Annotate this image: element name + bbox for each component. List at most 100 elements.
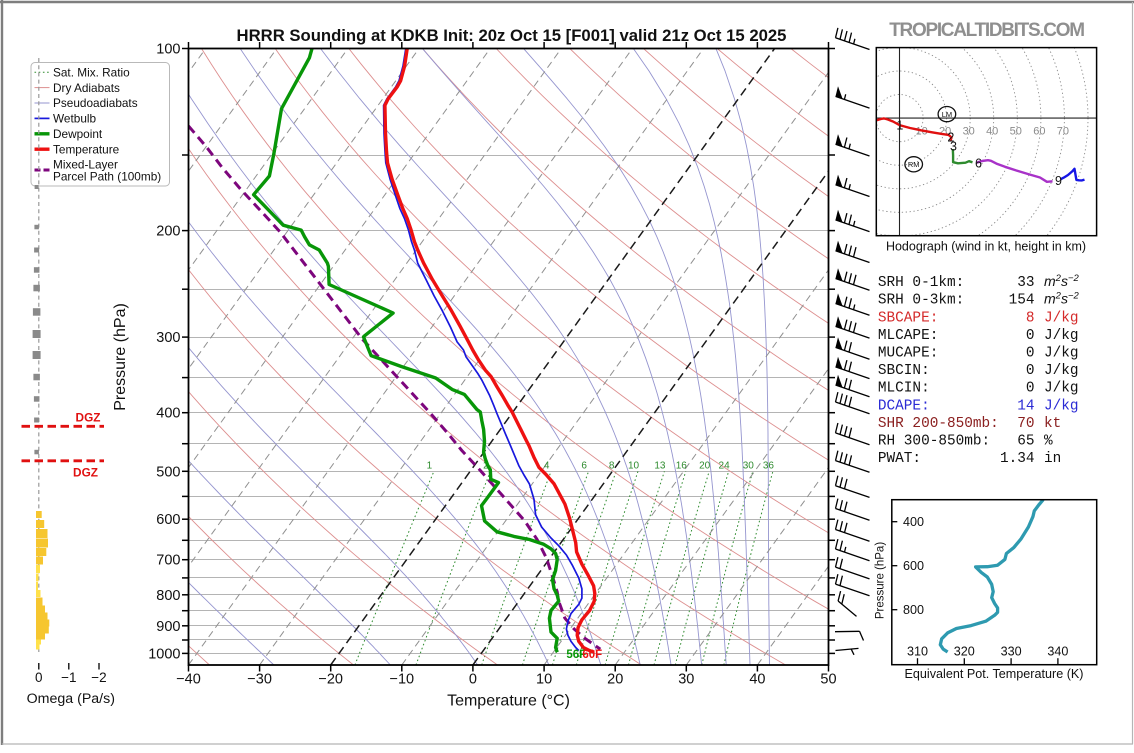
svg-text:Sat. Mix. Ratio: Sat. Mix. Ratio — [53, 65, 130, 79]
svg-text:SRH 0-3km:: SRH 0-3km: — [878, 293, 964, 309]
svg-text:1000: 1000 — [148, 646, 180, 662]
svg-text:600: 600 — [903, 559, 924, 573]
svg-text:Omega (Pa/s): Omega (Pa/s) — [27, 691, 115, 707]
svg-text:Pressure (hPa): Pressure (hPa) — [112, 303, 129, 411]
svg-text:154: 154 — [1009, 293, 1035, 309]
svg-text:310: 310 — [907, 645, 928, 659]
svg-text:Pressure (hPa): Pressure (hPa) — [875, 542, 887, 620]
svg-text:14: 14 — [1017, 398, 1034, 414]
svg-text:200: 200 — [156, 224, 180, 240]
svg-text:8: 8 — [1026, 310, 1035, 326]
svg-text:J/kg: J/kg — [1044, 310, 1079, 326]
svg-text:50: 50 — [1010, 125, 1022, 137]
svg-text:0: 0 — [1026, 381, 1035, 397]
svg-text:10: 10 — [628, 460, 640, 471]
svg-text:J/kg: J/kg — [1044, 381, 1079, 397]
svg-text:Wetbulb: Wetbulb — [53, 112, 97, 126]
svg-text:9: 9 — [1055, 174, 1062, 188]
svg-text:36: 36 — [763, 460, 775, 471]
svg-text:DCAPE:: DCAPE: — [878, 398, 930, 414]
svg-text:−1: −1 — [61, 670, 76, 685]
svg-text:10: 10 — [536, 672, 552, 688]
svg-text:1.34: 1.34 — [1000, 451, 1035, 467]
svg-text:J/kg: J/kg — [1044, 398, 1079, 414]
svg-text:700: 700 — [156, 553, 180, 569]
svg-text:in: in — [1044, 451, 1061, 467]
svg-text:Dewpoint: Dewpoint — [53, 127, 103, 141]
svg-text:60F: 60F — [582, 649, 602, 661]
svg-text:340: 340 — [1047, 645, 1068, 659]
svg-text:−20: −20 — [318, 672, 343, 688]
svg-text:70: 70 — [1017, 416, 1034, 432]
svg-text:J/kg: J/kg — [1044, 328, 1079, 344]
svg-text:50: 50 — [820, 672, 836, 688]
svg-text:500: 500 — [156, 464, 180, 480]
svg-text:DGZ: DGZ — [76, 411, 101, 425]
svg-text:3: 3 — [950, 140, 957, 154]
svg-text:MUCAPE:: MUCAPE: — [878, 346, 938, 362]
svg-text:Dry Adiabats: Dry Adiabats — [53, 81, 120, 95]
svg-text:6: 6 — [581, 460, 587, 471]
svg-text:0: 0 — [1026, 363, 1035, 379]
svg-text:800: 800 — [903, 603, 924, 617]
svg-text:400: 400 — [156, 406, 180, 422]
svg-text:400: 400 — [903, 515, 924, 529]
svg-text:Hodograph (wind in kt, height: Hodograph (wind in kt, height in km) — [886, 240, 1086, 254]
svg-text:30: 30 — [743, 460, 755, 471]
svg-text:330: 330 — [1001, 645, 1022, 659]
svg-text:6: 6 — [975, 157, 982, 171]
svg-text:40: 40 — [749, 672, 765, 688]
svg-text:−10: −10 — [389, 672, 414, 688]
svg-text:20: 20 — [607, 672, 623, 688]
svg-text:300: 300 — [156, 330, 180, 346]
svg-text:MLCIN:: MLCIN: — [878, 381, 930, 397]
svg-text:0: 0 — [1026, 328, 1035, 344]
svg-text:LM: LM — [942, 110, 952, 119]
svg-text:SBCIN:: SBCIN: — [878, 363, 930, 379]
svg-text:TROPICALTIDBITS.COM: TROPICALTIDBITS.COM — [889, 20, 1084, 41]
svg-text:900: 900 — [156, 619, 180, 635]
svg-text:RM: RM — [908, 160, 920, 169]
svg-text:SBCAPE:: SBCAPE: — [878, 310, 938, 326]
svg-text:−2: −2 — [91, 670, 106, 685]
svg-text:600: 600 — [156, 512, 180, 528]
svg-text:HRRR Sounding at KDKB Init: 20: HRRR Sounding at KDKB Init: 20z Oct 15 [… — [237, 26, 787, 45]
svg-text:800: 800 — [156, 588, 180, 604]
svg-text:RH 300-850mb:: RH 300-850mb: — [878, 434, 990, 450]
svg-text:60: 60 — [1033, 125, 1045, 137]
svg-text:0: 0 — [1026, 346, 1035, 362]
svg-text:−40: −40 — [176, 672, 201, 688]
svg-text:SRH 0-1km:: SRH 0-1km: — [878, 275, 964, 291]
svg-text:0: 0 — [469, 672, 477, 688]
svg-text:kt: kt — [1044, 416, 1061, 432]
svg-text:PWAT:: PWAT: — [878, 451, 921, 467]
svg-text:MLCAPE:: MLCAPE: — [878, 328, 938, 344]
svg-text:1: 1 — [427, 460, 433, 471]
svg-text:100: 100 — [156, 42, 180, 58]
svg-text:8: 8 — [609, 460, 615, 471]
svg-text:Equivalent Pot. Temperature (K: Equivalent Pot. Temperature (K) — [905, 667, 1084, 681]
svg-text:13: 13 — [654, 460, 666, 471]
svg-text:Temperature (°C): Temperature (°C) — [447, 693, 570, 710]
svg-text:Pseudoadiabats: Pseudoadiabats — [53, 96, 138, 110]
svg-text:65: 65 — [1017, 434, 1034, 450]
svg-text:DGZ: DGZ — [73, 466, 98, 480]
svg-text:SHR 200-850mb:: SHR 200-850mb: — [878, 416, 999, 432]
svg-text:4: 4 — [544, 460, 550, 471]
svg-text:30: 30 — [963, 125, 975, 137]
svg-text:24: 24 — [719, 460, 731, 471]
svg-text:%: % — [1044, 434, 1053, 450]
svg-text:J/kg: J/kg — [1044, 363, 1079, 379]
svg-text:J/kg: J/kg — [1044, 346, 1079, 362]
svg-text:0: 0 — [35, 670, 43, 685]
svg-text:70: 70 — [1057, 125, 1069, 137]
svg-text:33: 33 — [1017, 275, 1034, 291]
svg-text:16: 16 — [676, 460, 688, 471]
svg-text:40: 40 — [986, 125, 998, 137]
svg-text:1: 1 — [896, 119, 903, 133]
svg-text:Parcel Path (100mb): Parcel Path (100mb) — [53, 169, 161, 183]
svg-text:30: 30 — [678, 672, 694, 688]
svg-text:320: 320 — [954, 645, 975, 659]
svg-text:−30: −30 — [247, 672, 272, 688]
svg-text:20: 20 — [699, 460, 711, 471]
